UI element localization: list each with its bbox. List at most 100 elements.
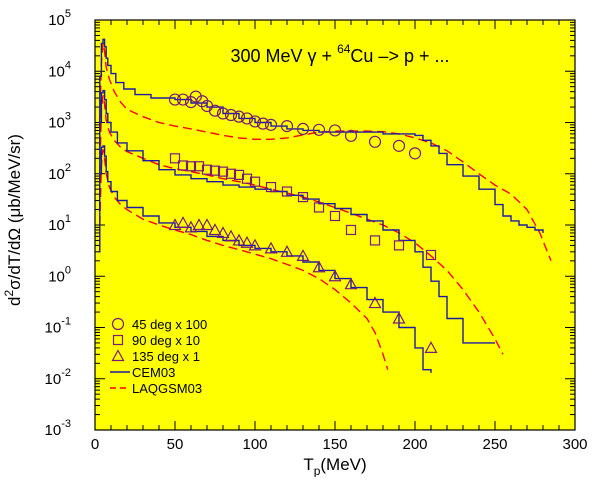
x-tick-label: 250 [482, 436, 507, 453]
y-tick-label: 10-3 [45, 418, 71, 439]
y-tick-label: 10-1 [45, 316, 71, 337]
cem03-histogram [98, 38, 544, 233]
data-point-triangle [216, 226, 230, 239]
data-point-triangle [240, 236, 254, 248]
data-point-triangle [184, 220, 198, 233]
data-point-triangle [328, 269, 342, 282]
y-tick-label: 103 [48, 111, 71, 132]
series-square [98, 89, 504, 355]
data-point-circle [248, 115, 262, 128]
y-tick-exponent: 1 [65, 213, 71, 225]
y-tick-label: 105 [48, 8, 71, 29]
legend-item: 90 deg x 10 [112, 333, 200, 348]
data-point-triangle [296, 249, 310, 261]
x-tick-labels: 0 50 100 150 200 250 300 [91, 436, 588, 453]
data-point-circle [392, 139, 406, 152]
data-point-square [313, 202, 325, 213]
legend-label: 135 deg x 1 [132, 349, 200, 364]
data-point-triangle [111, 349, 125, 362]
x-tick-label: 50 [167, 436, 184, 453]
y-tick-exponent: 3 [65, 111, 71, 123]
y-tick-base: 10 [48, 63, 65, 80]
data-point-circle [240, 112, 254, 125]
legend-item: 45 deg x 100 [111, 317, 207, 332]
title-mass-number: 64 [337, 42, 351, 56]
y-tick-label: 104 [48, 59, 71, 80]
data-point-square [345, 224, 357, 236]
x-axis-label: Tp(MeV) [303, 455, 366, 477]
y-axis-label-d: d [5, 297, 24, 306]
x-tick-label: 0 [91, 436, 99, 453]
data-point-circle [176, 93, 190, 106]
legend-item: 135 deg x 1 [111, 349, 200, 364]
y-tick-base: 10 [48, 217, 65, 234]
data-series [98, 38, 552, 373]
y-tick-base: 10 [48, 268, 65, 285]
cem03-histogram [98, 145, 432, 373]
legend-label: 45 deg x 100 [132, 317, 207, 332]
data-point-circle [196, 95, 209, 108]
title-prefix: 300 MeV [231, 46, 308, 66]
x-axis-label-sub: p [314, 464, 321, 477]
legend-item: CEM03 [110, 365, 175, 380]
y-tick-base: 10 [48, 12, 65, 29]
y-tick-exponent: 2 [65, 162, 71, 174]
laqgsm03-curve [99, 43, 552, 262]
y-axis-label: d2σ/dT/dΩ (μb/MeV/sr) [2, 134, 24, 306]
data-point-triangle [208, 223, 222, 236]
data-point-square [249, 176, 261, 187]
y-tick-exponent: 5 [65, 8, 71, 20]
data-point-triangle [224, 229, 238, 242]
title-plus: + [317, 46, 338, 66]
data-point-square [225, 168, 237, 179]
data-point-square [185, 161, 197, 172]
y-tick-exponent: -2 [61, 367, 71, 379]
data-point-triangle [312, 260, 326, 273]
x-tick-label: 300 [562, 436, 587, 453]
cem03-histogram [98, 89, 495, 344]
data-point-triangle [200, 218, 214, 231]
data-point-square [217, 166, 229, 177]
data-point-circle [208, 104, 222, 117]
laqgsm03-curve [99, 95, 504, 355]
x-axis-label-main: T [303, 455, 313, 474]
y-tick-exponent: 4 [65, 59, 71, 71]
data-point-circle [408, 147, 422, 160]
y-tick-label: 100 [48, 264, 71, 285]
data-point-circle [232, 110, 246, 123]
data-point-square [297, 192, 309, 203]
x-tick-label: 200 [402, 436, 427, 453]
legend-label: CEM03 [132, 365, 175, 380]
data-point-square [369, 235, 381, 246]
data-point-square [201, 164, 213, 175]
y-tick-base: 10 [48, 166, 65, 183]
y-tick-base: 10 [45, 422, 62, 439]
y-tick-base: 10 [48, 115, 65, 132]
legend-label: 90 deg x 10 [132, 333, 200, 348]
legend-label: LAQGSM03 [132, 381, 202, 396]
data-point-triangle [392, 311, 406, 324]
chart-title: 300 MeV γ + 64Cu –> p + ... [231, 42, 450, 66]
data-point-triangle [248, 238, 262, 251]
data-point-triangle [368, 296, 382, 309]
y-axis-label-rest: σ/dT/dΩ (μb/MeV/sr) [5, 134, 24, 290]
y-tick-label: 10-2 [45, 367, 71, 388]
x-tick-label: 100 [242, 436, 267, 453]
y-tick-exponent: 0 [65, 264, 71, 276]
data-point-circle [328, 124, 342, 137]
y-tick-base: 10 [45, 320, 62, 337]
data-point-circle [280, 120, 294, 133]
data-point-circle [111, 317, 125, 331]
series-circle [98, 38, 552, 262]
data-point-circle [296, 122, 310, 136]
data-point-square [209, 165, 221, 176]
data-point-square [329, 210, 341, 222]
y-tick-label: 102 [48, 162, 71, 183]
data-point-circle [264, 118, 278, 131]
x-axis-label-unit: (MeV) [320, 455, 366, 474]
data-point-circle [312, 123, 326, 136]
data-point-triangle [192, 218, 206, 231]
y-tick-label: 101 [48, 213, 71, 234]
data-point-circle [216, 107, 230, 120]
